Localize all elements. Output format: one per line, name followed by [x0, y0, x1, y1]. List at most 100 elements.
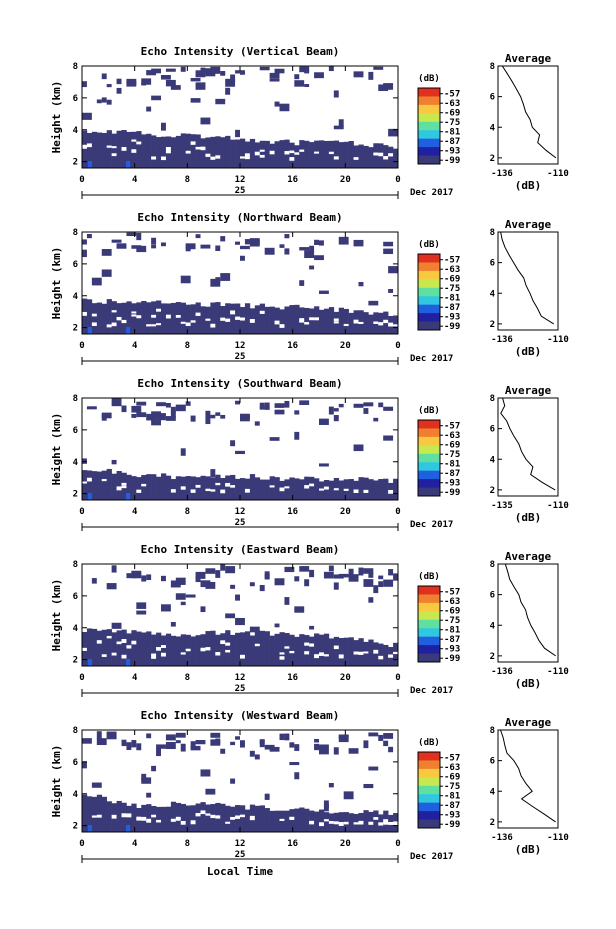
echo-cell — [205, 137, 211, 168]
echo-cell — [235, 400, 240, 405]
echo-cell — [121, 629, 127, 666]
echo-cell — [185, 401, 191, 406]
echo-cell — [235, 450, 245, 455]
echo-cell — [96, 132, 103, 168]
echo-gap — [156, 647, 162, 651]
echo-gap — [185, 648, 191, 652]
echo-cell — [383, 740, 389, 747]
echo-cell — [106, 731, 112, 738]
colorbar-segment — [418, 487, 440, 497]
echo-cell — [82, 738, 92, 744]
colorbar-tick-label: -57 — [444, 754, 460, 764]
echo-cell — [244, 303, 251, 334]
echo-cell — [289, 742, 295, 748]
echo-cell — [284, 566, 295, 573]
echo-gap — [240, 814, 246, 818]
echo-gap — [333, 321, 340, 324]
echo-cell — [338, 403, 344, 408]
echo-cell — [106, 583, 117, 590]
echo-cell — [131, 303, 137, 334]
echo-gap — [343, 488, 349, 491]
y-tick-label: 8 — [73, 726, 78, 736]
y-tick-label: 4 — [73, 624, 79, 634]
echo-cell — [338, 142, 344, 168]
echo-cell — [373, 585, 379, 594]
echo-cell — [91, 782, 102, 788]
colorbar-segment — [418, 420, 440, 429]
echo-gap — [358, 820, 364, 825]
average-title: Average — [505, 52, 552, 65]
echo-gap — [353, 157, 359, 160]
echo-cell — [274, 141, 280, 168]
echo-cell — [304, 635, 310, 666]
echo-cell — [314, 743, 319, 751]
echo-cell — [116, 130, 122, 168]
echo-cell — [146, 133, 152, 168]
echo-cell — [146, 302, 152, 334]
echo-cell — [368, 766, 379, 771]
colorbar-segment — [418, 768, 440, 778]
average-y-tick-label: 2 — [490, 154, 495, 164]
echo-cell — [319, 309, 325, 334]
echo-gap — [195, 813, 201, 817]
colorbar-tick-label: -99 — [444, 654, 460, 664]
echo-cell — [230, 303, 236, 334]
echo-cell — [323, 812, 330, 832]
y-tick-label: 4 — [73, 458, 79, 468]
echo-gap — [225, 821, 231, 824]
average-y-tick-label: 6 — [490, 425, 495, 435]
x-tick-label: 20 — [340, 175, 351, 185]
colorbar-tick-label: -75 — [444, 450, 460, 460]
echo-cell — [165, 742, 176, 750]
x-tick-label: 12 — [235, 175, 246, 185]
echo-cell — [299, 807, 305, 832]
echo-gap — [279, 652, 285, 655]
echo-cell — [378, 479, 384, 500]
echo-cell — [304, 250, 315, 259]
echo-cell — [388, 128, 398, 137]
colorbar-segment — [418, 104, 440, 114]
echo-cell — [348, 568, 354, 577]
echo-cell — [225, 135, 231, 168]
echo-cell — [131, 570, 142, 576]
echo-gap — [323, 486, 330, 490]
echo-gap — [151, 655, 157, 659]
echo-gap — [91, 815, 98, 818]
echo-cell — [259, 630, 265, 666]
echo-cell — [200, 244, 211, 249]
echo-gap — [343, 323, 349, 327]
echo-cell — [338, 119, 344, 127]
echo-cell — [111, 301, 117, 334]
echo-cell — [220, 236, 226, 242]
echo-gap — [319, 488, 325, 491]
echo-cell — [215, 98, 226, 105]
echo-gap — [210, 323, 216, 328]
date-label: 25 — [235, 850, 246, 860]
echo-cell — [328, 66, 334, 72]
echo-gap — [111, 310, 117, 313]
echo-cell — [269, 78, 280, 82]
echo-cell — [205, 568, 216, 574]
colorbar-segment — [418, 445, 440, 455]
x-tick-label: 0 — [395, 341, 400, 351]
y-axis-label: Height (km) — [50, 745, 63, 818]
echo-cell — [259, 584, 265, 592]
echo-cell — [131, 803, 137, 832]
echo-cell — [388, 734, 394, 739]
echo-gap — [240, 654, 246, 659]
echo-cell — [368, 597, 374, 603]
echo-gap — [215, 155, 221, 159]
colorbar-tick-label: -69 — [444, 607, 460, 617]
echo-gap — [220, 640, 226, 645]
colorbar-unit: (dB) — [418, 406, 440, 416]
echo-cell — [141, 575, 147, 582]
echo-gap — [180, 321, 186, 324]
strong-echo-spot — [126, 327, 131, 334]
heatmap-cells — [82, 232, 399, 334]
echo-cell — [274, 810, 280, 832]
echo-cell — [101, 132, 107, 168]
echo-cell — [180, 601, 186, 606]
echo-cell — [116, 87, 122, 94]
echo-cell — [363, 408, 369, 414]
average-x-tick-label: -110 — [547, 667, 569, 677]
